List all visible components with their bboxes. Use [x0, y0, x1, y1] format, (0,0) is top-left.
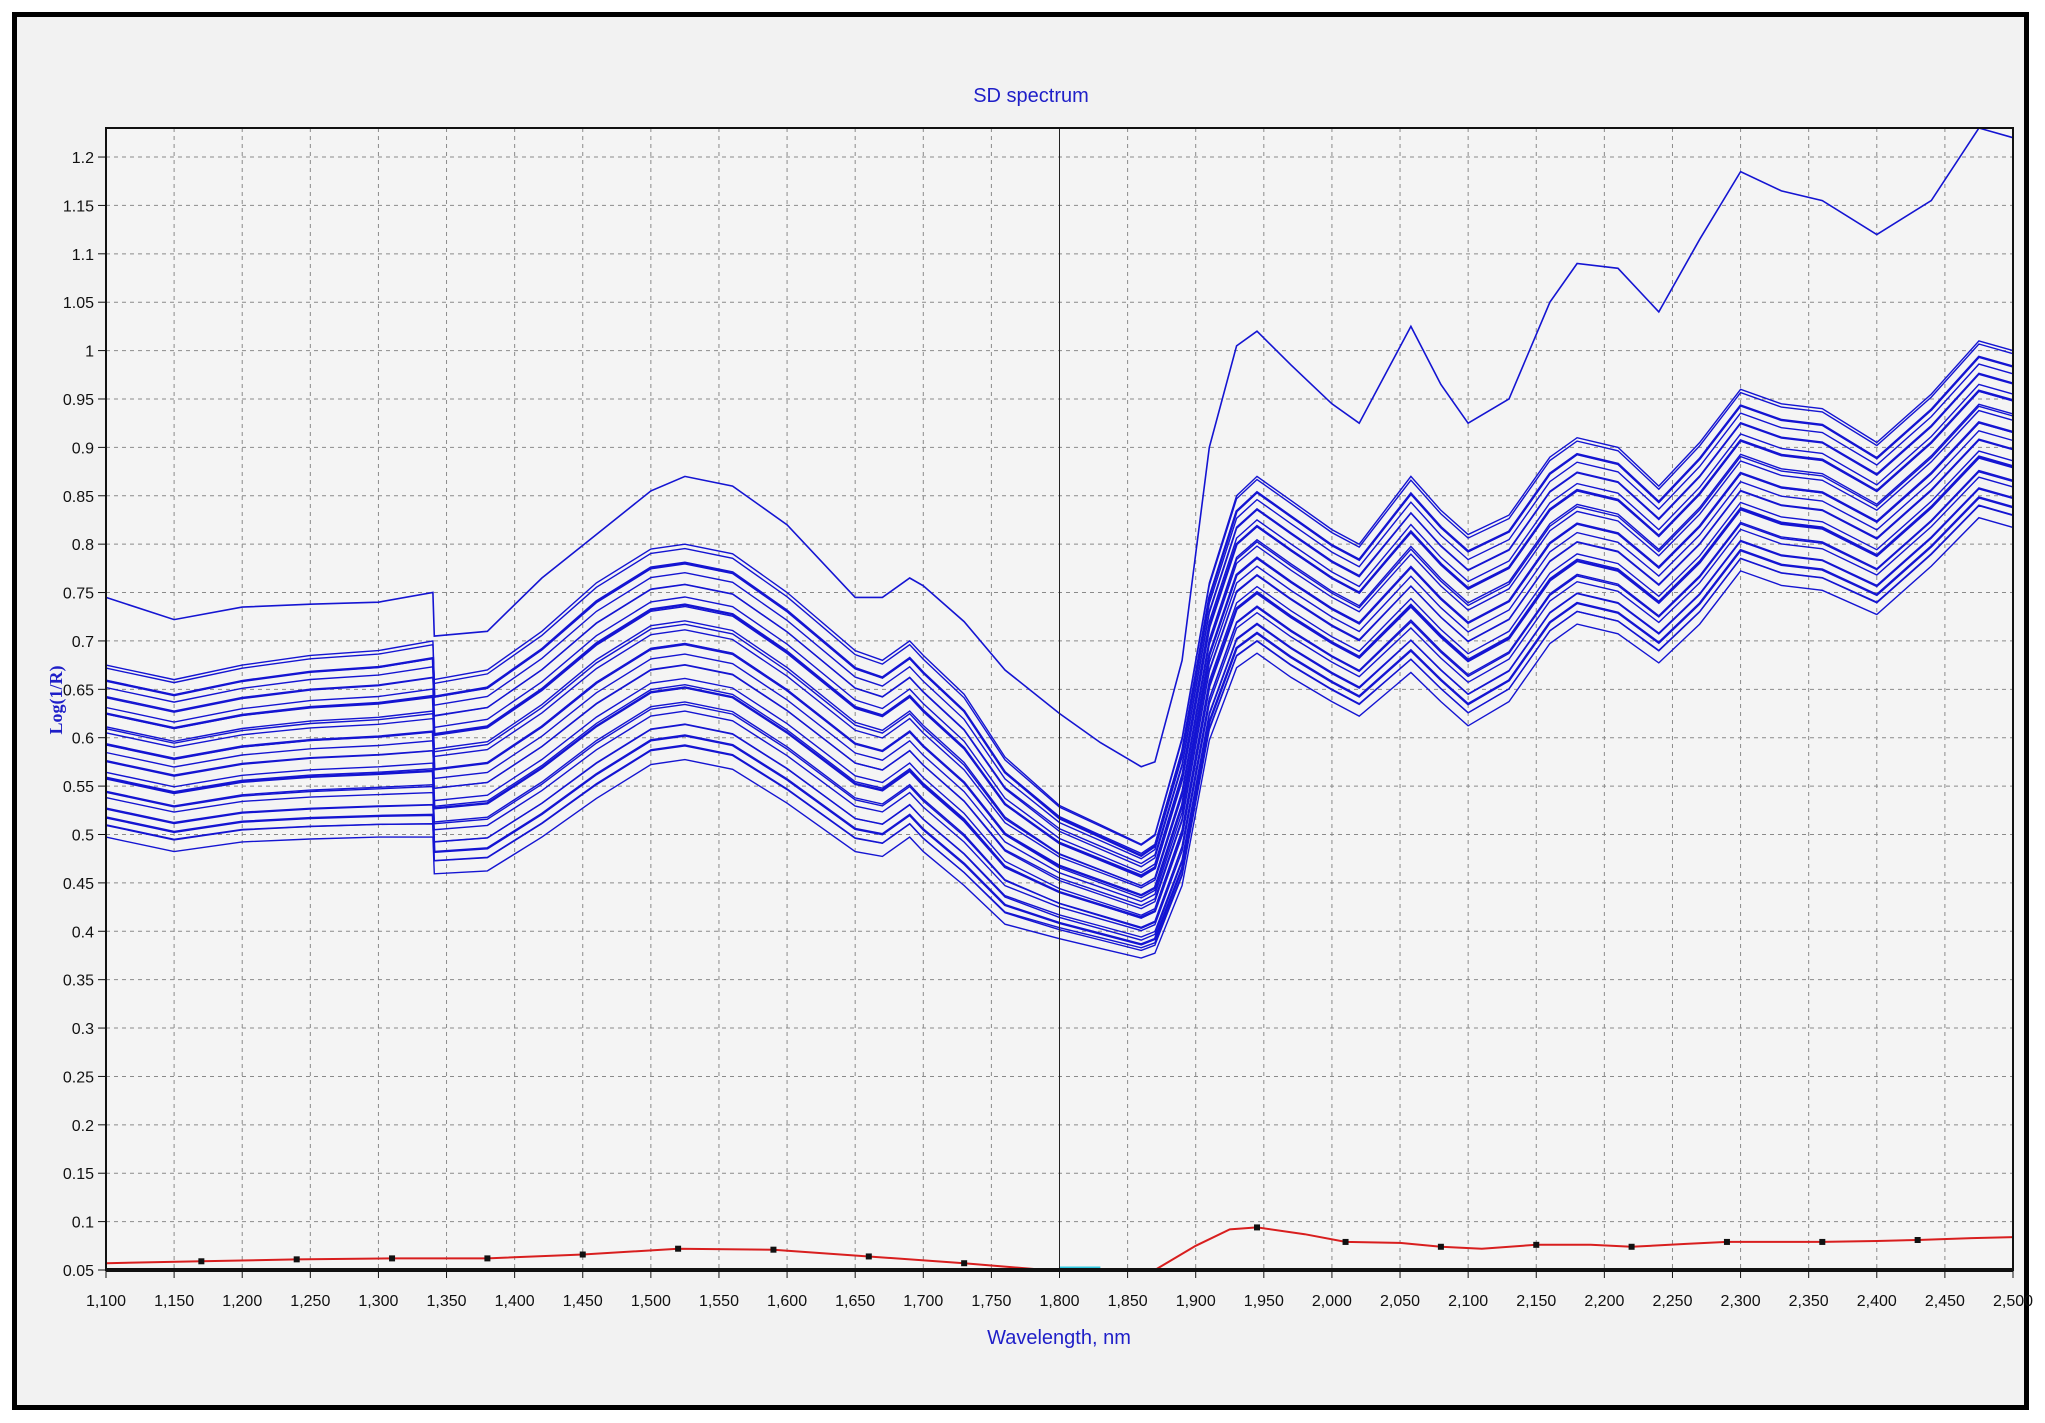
x-tick-label: 1,800 [1039, 1293, 1079, 1310]
spectrum-line [105, 516, 2014, 959]
x-tick-label: 2,400 [1857, 1293, 1897, 1310]
sd-marker [1342, 1238, 1349, 1245]
spectrum-line [105, 409, 2014, 889]
x-tick-label: 1,600 [767, 1293, 807, 1310]
sd-marker [198, 1258, 205, 1265]
y-tick-label: 0.7 [72, 634, 94, 651]
x-tick-label: 1,100 [86, 1293, 126, 1310]
sd-marker [1723, 1238, 1730, 1245]
y-tick-label: 0.95 [63, 392, 94, 409]
spectrum-line [105, 487, 2014, 938]
x-tick-label: 2,350 [1789, 1293, 1829, 1310]
y-tick-label: 0.85 [63, 489, 94, 506]
x-tick-label: 1,250 [290, 1293, 330, 1310]
spectrum-line [105, 127, 2014, 768]
spectrum-line [105, 430, 2014, 903]
sd-marker [1533, 1241, 1540, 1248]
y-tick-label: 0.55 [63, 779, 94, 796]
y-tick-label: 0.15 [63, 1166, 94, 1183]
spectrum-line [105, 476, 2014, 932]
spectrum-line [105, 390, 2014, 876]
spectrum-line [105, 469, 2014, 930]
y-tick-label: 0.6 [72, 731, 94, 748]
x-tick-label: 1,550 [699, 1293, 739, 1310]
y-tick-label: 0.3 [72, 1021, 94, 1038]
y-tick-label: 1.1 [72, 247, 94, 264]
x-tick-label: 2,100 [1448, 1293, 1488, 1310]
x-tick-label: 1,400 [495, 1293, 535, 1310]
y-tick-label: 0.25 [63, 1069, 94, 1086]
x-tick-label: 1,950 [1244, 1293, 1284, 1310]
x-tick-label: 1,450 [563, 1293, 603, 1310]
sd-marker [1254, 1224, 1261, 1231]
y-axis-label: Log(1/R) [46, 666, 67, 735]
y-tick-label: 1 [85, 344, 94, 361]
sd-marker [484, 1255, 491, 1262]
x-tick-label: 2,250 [1652, 1293, 1692, 1310]
sd-marker [1819, 1238, 1826, 1245]
sd-marker [1437, 1243, 1444, 1250]
bottom-strip [0, 1414, 2045, 1423]
spectrum-line [105, 496, 2014, 946]
sd-marker [675, 1245, 682, 1252]
spectrum-line [105, 363, 2014, 860]
y-tick-label: 0.45 [63, 876, 94, 893]
x-axis-ticks: 1,100 1,150 1,200 1,250 1,300 1,350 1,400 1,450… [86, 1270, 2033, 1310]
x-tick-label: 1,700 [903, 1293, 943, 1310]
x-tick-label: 1,300 [358, 1293, 398, 1310]
x-tick-label: 1,750 [971, 1293, 1011, 1310]
y-tick-label: 0.4 [72, 924, 94, 941]
sd-marker [1628, 1243, 1635, 1250]
sd-curve [105, 1226, 2014, 1273]
spectrum-line [105, 355, 2014, 855]
y-tick-label: 0.1 [72, 1215, 94, 1232]
spectrum-line [105, 343, 2014, 846]
sd-marker [1914, 1236, 1921, 1243]
spectrum-line [105, 420, 2014, 897]
x-tick-label: 1,850 [1108, 1293, 1148, 1310]
y-tick-label: 0.9 [72, 440, 94, 457]
chart-title: SD spectrum [973, 85, 1089, 107]
x-tick-label: 2,200 [1584, 1293, 1624, 1310]
y-tick-label: 1.05 [63, 295, 94, 312]
spectrum-line [105, 504, 2014, 949]
x-tick-label: 2,450 [1925, 1293, 1965, 1310]
spectrum-line [105, 471, 2014, 929]
x-axis-label: Wavelength, nm [987, 1327, 1131, 1349]
y-tick-label: 0.8 [72, 537, 94, 554]
y-tick-label: 0.75 [63, 586, 94, 603]
y-tick-label: 0.65 [63, 682, 94, 699]
sd-marker [293, 1256, 300, 1263]
y-tick-label: 0.05 [63, 1263, 94, 1280]
y-tick-label: 1.15 [63, 198, 94, 215]
sd-marker [961, 1260, 968, 1267]
y-tick-label: 0.5 [72, 827, 94, 844]
y-tick-label: 1.2 [72, 150, 94, 167]
y-tick-label: 0.2 [72, 1118, 94, 1135]
x-tick-label: 1,500 [631, 1293, 671, 1310]
x-tick-label: 2,500 [1993, 1293, 2033, 1310]
y-tick-label: 0.35 [63, 973, 94, 990]
x-tick-label: 2,300 [1721, 1293, 1761, 1310]
spectrum-line [105, 438, 2014, 907]
spectrum-line [105, 456, 2014, 919]
x-tick-label: 2,000 [1312, 1293, 1352, 1310]
sd-marker [579, 1251, 586, 1258]
x-tick-label: 2,050 [1380, 1293, 1420, 1310]
sd-marker [389, 1255, 396, 1262]
sd-marker [770, 1246, 777, 1253]
x-tick-label: 2,150 [1516, 1293, 1556, 1310]
x-tick-label: 1,900 [1176, 1293, 1216, 1310]
spectrum-line [105, 383, 2014, 874]
x-tick-label: 1,350 [427, 1293, 467, 1310]
y-axis-ticks: 0.05 0.1 0.15 0.2 0.25 0.3 0.35 0.4 0.45 0.5 0.55 0… [63, 150, 106, 1280]
sample-spectra [105, 127, 2014, 959]
x-tick-label: 1,150 [154, 1293, 194, 1310]
x-tick-label: 1,200 [222, 1293, 262, 1310]
spectrum-line [105, 372, 2014, 865]
sd-marker [865, 1253, 872, 1260]
x-tick-label: 1,650 [835, 1293, 875, 1310]
